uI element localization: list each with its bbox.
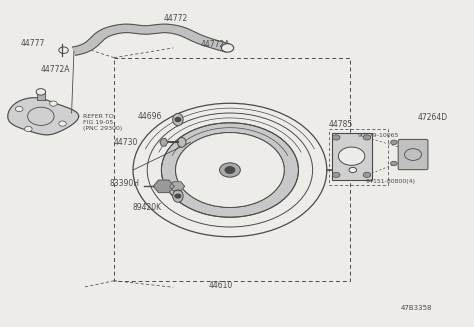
Circle shape [225, 167, 235, 173]
Polygon shape [73, 24, 229, 55]
Circle shape [59, 47, 68, 53]
Circle shape [175, 194, 181, 198]
Text: 44730: 44730 [114, 138, 138, 147]
Text: 89420K: 89420K [133, 203, 162, 212]
Text: 47B3358: 47B3358 [401, 305, 432, 311]
Text: 44772A: 44772A [40, 64, 70, 74]
Circle shape [332, 135, 340, 140]
Circle shape [338, 147, 365, 165]
Text: 94151-80800(4): 94151-80800(4) [365, 179, 416, 184]
Circle shape [50, 101, 57, 106]
Circle shape [161, 123, 299, 217]
Text: 44772: 44772 [164, 14, 188, 23]
Circle shape [15, 106, 23, 112]
Polygon shape [160, 139, 167, 146]
Circle shape [59, 121, 66, 126]
Text: 44696: 44696 [137, 112, 162, 121]
Bar [37, 92, 45, 100]
Circle shape [175, 118, 181, 122]
Circle shape [36, 89, 46, 95]
Circle shape [363, 135, 371, 140]
Text: 44610: 44610 [209, 281, 233, 290]
Bar [331, 132, 372, 180]
FancyBboxPatch shape [398, 139, 428, 170]
Circle shape [391, 140, 397, 145]
Circle shape [363, 172, 371, 178]
Circle shape [349, 167, 356, 173]
Text: 90179-10065: 90179-10065 [358, 133, 400, 138]
Text: 83390H: 83390H [109, 179, 139, 188]
Circle shape [175, 132, 284, 207]
Circle shape [25, 126, 32, 131]
Text: 44772A: 44772A [201, 40, 230, 49]
Circle shape [391, 161, 397, 166]
Circle shape [332, 172, 340, 178]
Ellipse shape [173, 190, 183, 202]
Circle shape [133, 103, 327, 237]
Bar [114, 58, 350, 281]
Bar [329, 129, 388, 185]
Polygon shape [8, 98, 79, 135]
Circle shape [219, 163, 240, 177]
Text: 44785: 44785 [329, 120, 353, 129]
Text: 44777: 44777 [21, 39, 45, 47]
Text: REFER TO
FIG 19-05
(PNC 29300): REFER TO FIG 19-05 (PNC 29300) [83, 114, 123, 131]
Ellipse shape [173, 113, 183, 126]
Circle shape [221, 44, 234, 52]
Text: 47264D: 47264D [418, 113, 448, 122]
Polygon shape [169, 182, 184, 191]
Polygon shape [154, 180, 174, 193]
Ellipse shape [177, 137, 186, 147]
